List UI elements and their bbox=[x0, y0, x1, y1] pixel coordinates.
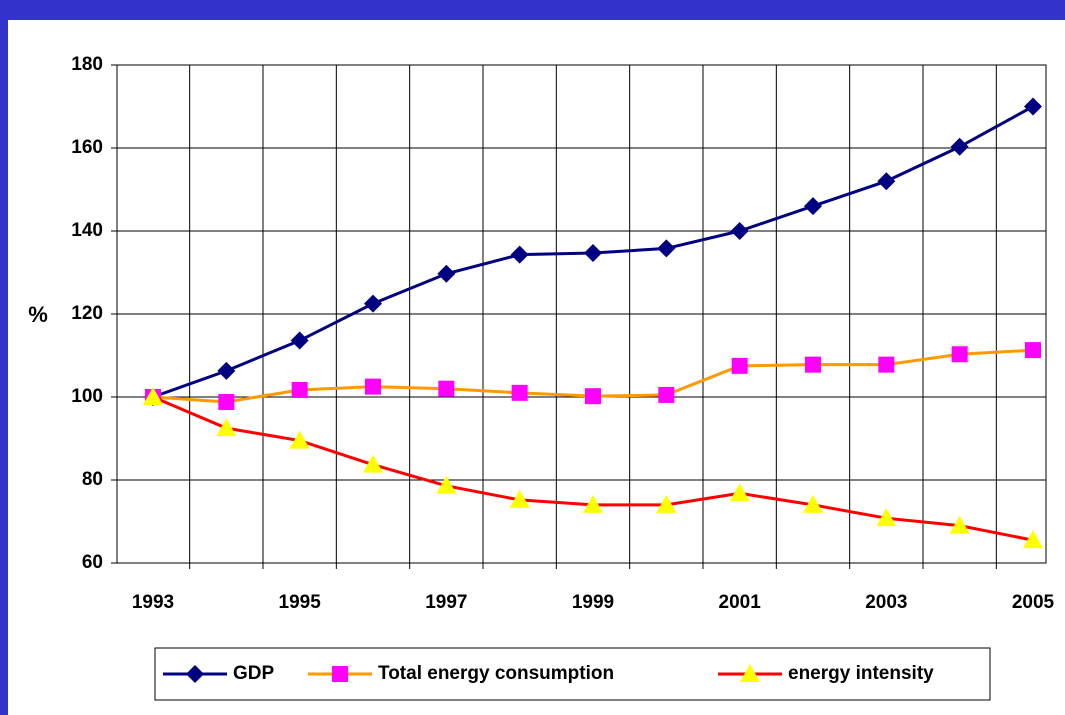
data-point bbox=[876, 508, 897, 527]
x-tick-label: 1997 bbox=[425, 592, 467, 613]
data-point bbox=[805, 356, 821, 373]
data-point bbox=[1024, 97, 1042, 116]
data-point bbox=[658, 386, 675, 403]
data-point bbox=[951, 346, 968, 363]
y-tick-label: 80 bbox=[82, 469, 103, 490]
data-point bbox=[1023, 530, 1043, 549]
data-point bbox=[363, 454, 383, 473]
data-point bbox=[365, 378, 381, 395]
legend-marker bbox=[186, 665, 204, 683]
data-point bbox=[289, 430, 310, 449]
data-point bbox=[804, 197, 822, 216]
data-point bbox=[657, 239, 676, 258]
data-point bbox=[217, 361, 236, 380]
legend-label: energy intensity bbox=[788, 663, 934, 684]
data-point bbox=[437, 264, 456, 283]
data-point bbox=[1025, 342, 1041, 359]
data-point bbox=[731, 357, 748, 374]
data-point bbox=[949, 515, 970, 534]
legend-marker bbox=[740, 664, 760, 682]
y-tick-label: 160 bbox=[71, 137, 103, 158]
x-tick-label: 2001 bbox=[719, 592, 762, 613]
data-point bbox=[364, 294, 382, 313]
data-point bbox=[436, 475, 457, 494]
y-tick-label: 180 bbox=[71, 54, 103, 75]
data-point bbox=[729, 483, 750, 502]
y-tick-label: 60 bbox=[82, 552, 103, 573]
x-tick-label: 1999 bbox=[572, 592, 614, 613]
y-tick-label: 120 bbox=[71, 303, 103, 324]
data-point bbox=[584, 243, 602, 262]
legend-label: Total energy consumption bbox=[378, 663, 614, 684]
data-point bbox=[878, 356, 895, 373]
data-point bbox=[803, 494, 823, 513]
data-point bbox=[509, 489, 530, 508]
y-tick-label: 100 bbox=[71, 386, 103, 407]
data-point bbox=[877, 172, 896, 191]
data-point bbox=[290, 331, 309, 350]
data-point bbox=[950, 137, 969, 156]
x-tick-label: 2003 bbox=[865, 592, 907, 613]
legend-label: GDP bbox=[233, 663, 275, 684]
x-tick-label: 1995 bbox=[279, 592, 322, 613]
data-point bbox=[510, 245, 529, 264]
x-tick-label: 1993 bbox=[132, 592, 174, 613]
data-point bbox=[216, 418, 237, 437]
data-point bbox=[511, 384, 528, 401]
data-point bbox=[218, 393, 235, 410]
plot-frame bbox=[116, 64, 1047, 564]
y-tick-label: 140 bbox=[71, 220, 103, 241]
legend-marker bbox=[332, 666, 348, 682]
x-tick-label: 2005 bbox=[1012, 592, 1055, 613]
data-point bbox=[143, 387, 163, 405]
data-point bbox=[585, 388, 601, 405]
data-point bbox=[730, 222, 749, 240]
data-point bbox=[656, 494, 677, 513]
data-point bbox=[438, 380, 455, 397]
legend-box bbox=[154, 647, 991, 701]
data-point bbox=[583, 494, 603, 513]
data-point bbox=[291, 381, 308, 398]
y-axis-label: % bbox=[28, 302, 48, 327]
